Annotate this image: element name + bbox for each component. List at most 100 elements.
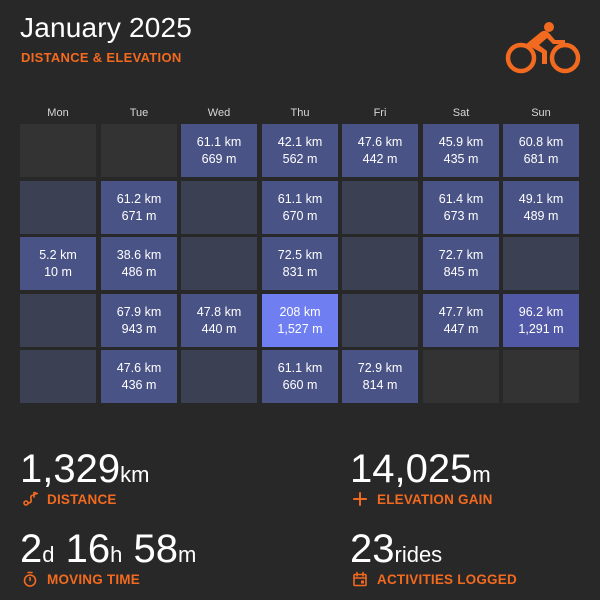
ride-elevation: 669 m — [201, 151, 237, 166]
ride-elevation: 440 m — [201, 321, 237, 336]
ride-elevation: 660 m — [282, 377, 318, 392]
weekday-sat: Sat — [452, 107, 470, 119]
weekday-tue: Tue — [129, 107, 149, 119]
ride-elevation: 943 m — [121, 321, 157, 336]
calendar-cell-outside-month — [101, 124, 177, 177]
elevation-value: 14,025 — [350, 447, 473, 491]
calendar-cell-ride: 47.6 km 436 m — [101, 350, 177, 403]
ride-distance: 47.8 km — [196, 304, 242, 319]
weekday-wed: Wed — [207, 107, 231, 119]
ride-distance: 67.9 km — [116, 304, 162, 319]
activities-value: 23 — [350, 527, 395, 571]
calendar-cell-ride: 45.9 km 435 m — [423, 124, 499, 177]
moving-time-hours: 16 — [65, 527, 111, 571]
distance-stat: 1,329km — [20, 449, 149, 495]
ride-distance: 47.7 km — [438, 304, 484, 319]
moving-time-minutes: 58 — [133, 527, 179, 571]
ride-elevation: 673 m — [443, 208, 479, 223]
calendar-cell-ride: 208 km 1,527 m — [262, 294, 338, 347]
ride-elevation: 486 m — [121, 264, 157, 279]
calendar-cell-ride: 49.1 km 489 m — [503, 181, 579, 234]
plus-icon — [353, 492, 367, 506]
ride-distance: 38.6 km — [116, 247, 162, 262]
activities-stat: 23rides — [350, 529, 442, 575]
ride-elevation: 845 m — [443, 264, 479, 279]
ride-elevation: 436 m — [121, 377, 157, 392]
ride-distance: 60.8 km — [518, 134, 564, 149]
calendar-cell-no-ride — [342, 237, 418, 290]
ride-elevation: 670 m — [282, 208, 318, 223]
elevation-unit: m — [472, 462, 491, 487]
calendar-cell-ride: 47.8 km 440 m — [181, 294, 257, 347]
calendar-cell-no-ride — [20, 294, 96, 347]
calendar-cell-ride: 38.6 km 486 m — [101, 237, 177, 290]
ride-distance: 72.7 km — [438, 247, 484, 262]
ride-distance: 72.9 km — [357, 360, 403, 375]
ride-elevation: 435 m — [443, 151, 479, 166]
calendar-cell-ride: 60.8 km 681 m — [503, 124, 579, 177]
calendar-grid: 61.1 km 669 m 42.1 km 562 m 47.6 km 442 m 45.9… — [20, 124, 580, 406]
ride-elevation: 1,291 m — [518, 321, 564, 336]
ride-elevation: 831 m — [282, 264, 318, 279]
ride-elevation: 681 m — [523, 151, 559, 166]
calendar-cell-ride: 61.1 km 669 m — [181, 124, 257, 177]
page-subtitle: DISTANCE & ELEVATION — [21, 50, 182, 65]
ride-distance: 5.2 km — [39, 247, 77, 262]
calendar-cell-outside-month — [423, 350, 499, 403]
calendar-cell-ride: 42.1 km 562 m — [262, 124, 338, 177]
calendar-cell-ride: 72.5 km 831 m — [262, 237, 338, 290]
ride-distance: 61.2 km — [116, 191, 162, 206]
moving-time-hours-unit: h — [110, 542, 123, 567]
ride-elevation: 814 m — [362, 377, 398, 392]
calendar-cell-ride: 72.9 km 814 m — [342, 350, 418, 403]
calendar-cell-no-ride — [503, 237, 579, 290]
ride-elevation: 447 m — [443, 321, 479, 336]
calendar-cell-ride: 61.1 km 660 m — [262, 350, 338, 403]
calendar-cell-ride: 96.2 km 1,291 m — [503, 294, 579, 347]
distance-value: 1,329 — [20, 447, 121, 491]
ride-distance: 45.9 km — [438, 134, 484, 149]
ride-distance: 47.6 km — [116, 360, 162, 375]
calendar-cell-no-ride — [20, 181, 96, 234]
ride-distance: 208 km — [279, 304, 321, 319]
calendar-cell-ride: 61.2 km 671 m — [101, 181, 177, 234]
calendar-cell-ride: 47.7 km 447 m — [423, 294, 499, 347]
weekday-fri: Fri — [373, 107, 387, 119]
calendar-icon — [353, 571, 367, 587]
ride-distance: 42.1 km — [277, 134, 323, 149]
calendar-cell-ride: 61.4 km 673 m — [423, 181, 499, 234]
calendar-cell-no-ride — [181, 237, 257, 290]
calendar-cell-ride: 67.9 km 943 m — [101, 294, 177, 347]
activities-label: ACTIVITIES LOGGED — [377, 572, 517, 587]
weekday-header-row: Mon Tue Wed Thu Fri Sat Sun — [20, 107, 580, 121]
ride-distance: 96.2 km — [518, 304, 564, 319]
moving-time-label: MOVING TIME — [47, 572, 140, 587]
ride-elevation: 10 m — [44, 264, 72, 279]
calendar-cell-ride: 72.7 km 845 m — [423, 237, 499, 290]
ride-elevation: 562 m — [282, 151, 318, 166]
route-icon — [23, 491, 38, 506]
elevation-stat: 14,025m — [350, 449, 491, 495]
calendar-cell-ride: 5.2 km 10 m — [20, 237, 96, 290]
stopwatch-icon — [23, 571, 37, 587]
ride-distance: 47.6 km — [357, 134, 403, 149]
calendar-cell-ride: 61.1 km 670 m — [262, 181, 338, 234]
ride-elevation: 442 m — [362, 151, 398, 166]
ride-distance: 61.1 km — [277, 360, 323, 375]
ride-distance: 61.4 km — [438, 191, 484, 206]
calendar-cell-ride: 47.6 km 442 m — [342, 124, 418, 177]
distance-unit: km — [120, 462, 150, 487]
ride-elevation: 671 m — [121, 208, 157, 223]
calendar-cell-no-ride — [181, 350, 257, 403]
calendar-cell-outside-month — [20, 124, 96, 177]
calendar-cell-no-ride — [342, 181, 418, 234]
weekday-thu: Thu — [290, 107, 310, 119]
calendar-cell-no-ride — [342, 294, 418, 347]
ride-distance: 61.1 km — [196, 134, 242, 149]
weekday-sun: Sun — [531, 107, 551, 119]
moving-time-days: 2 — [20, 527, 43, 571]
cyclist-icon — [505, 22, 581, 74]
ride-elevation: 489 m — [523, 208, 559, 223]
elevation-label: ELEVATION GAIN — [377, 492, 493, 507]
ride-elevation: 1,527 m — [277, 321, 323, 336]
